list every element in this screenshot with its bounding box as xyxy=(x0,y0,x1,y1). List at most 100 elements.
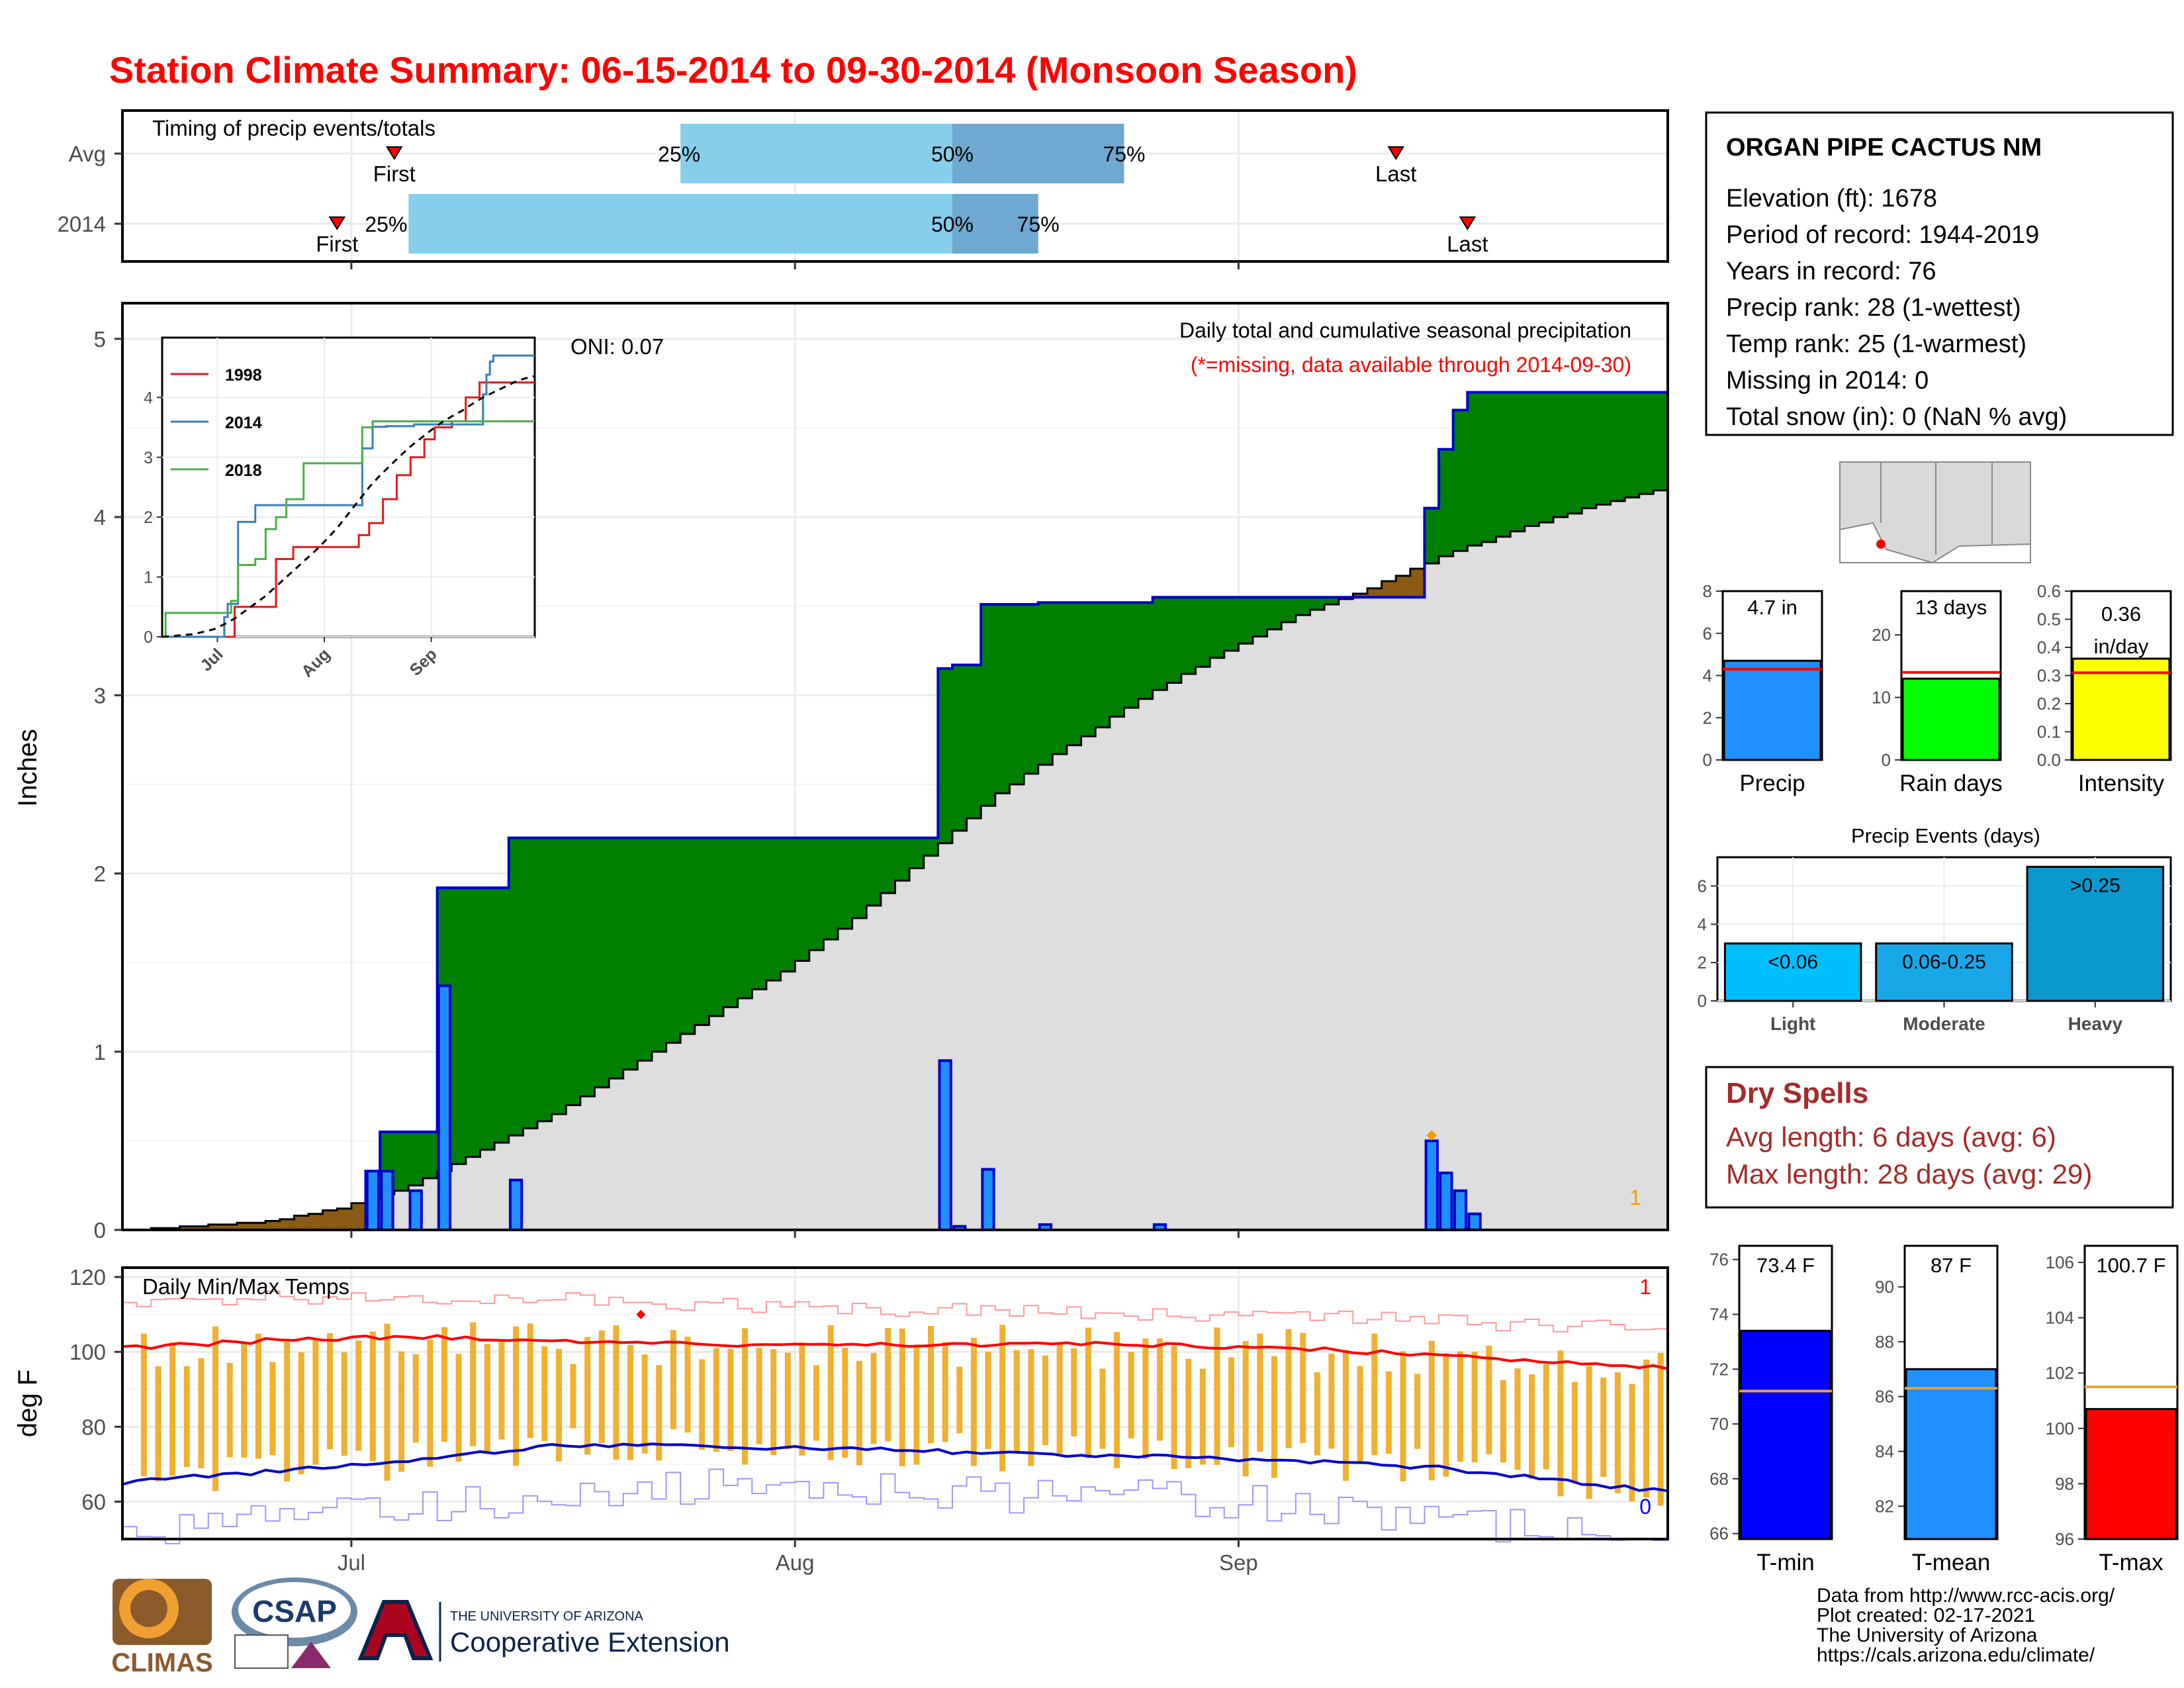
events-category-label: Light xyxy=(1770,1013,1815,1034)
summary-value-unit: in/day xyxy=(2094,635,2149,658)
temp-summary-bar-t-max xyxy=(2085,1408,2177,1540)
daily-temp-bar xyxy=(1357,1366,1363,1462)
timing-p50-label: 50% xyxy=(931,212,974,236)
temp-summary-ytick-label: 104 xyxy=(2046,1308,2074,1328)
above-avg-fill xyxy=(1653,392,1668,491)
daily-temp-bar xyxy=(899,1328,905,1467)
avg-min-line xyxy=(122,1442,1668,1493)
daily-temp-bar xyxy=(484,1344,490,1454)
temp-summary-value-label: 100.7 F xyxy=(2096,1254,2165,1277)
inset-ytick-label: 2 xyxy=(144,508,153,527)
summary-ytick-label: 0 xyxy=(1882,750,1891,770)
daily-temp-bar xyxy=(799,1342,805,1456)
precip-ylabel: Inches xyxy=(13,729,42,807)
station-info-line: Elevation (ft): 1678 xyxy=(1726,185,1937,212)
below-avg-fill xyxy=(1381,581,1396,598)
events-ytick-label: 0 xyxy=(1698,991,1707,1011)
credit-line-3: The University of Arizona xyxy=(1817,1624,2038,1646)
summary-ytick-label: 4 xyxy=(1703,666,1712,686)
below-avg-fill xyxy=(208,1224,223,1230)
daily-temp-bar xyxy=(684,1336,691,1433)
daily-precip-bar xyxy=(408,1189,423,1232)
page-title: Station Climate Summary: 06-15-2014 to 0… xyxy=(109,49,1357,91)
below-avg-fill xyxy=(236,1223,252,1230)
cumulative-2014-line xyxy=(122,391,1668,1231)
daily-temp-bar xyxy=(1228,1357,1235,1448)
inset-line-2018 xyxy=(162,420,535,638)
summary-ytick-label: 20 xyxy=(1872,625,1891,645)
temp-summary-ytick-label: 96 xyxy=(2055,1529,2074,1549)
daily-temp-bar xyxy=(298,1352,304,1475)
daily-temp-bar xyxy=(1242,1340,1249,1477)
above-avg-fill xyxy=(1281,597,1297,622)
daily-temp-bar xyxy=(198,1358,205,1469)
above-avg-fill xyxy=(752,837,767,990)
daily-precip-bar xyxy=(380,1170,394,1231)
daily-temp-bar xyxy=(1013,1350,1020,1454)
above-avg-fill xyxy=(1109,602,1125,717)
daily-temp-bar xyxy=(1529,1374,1535,1479)
events-bar-label: >0.25 xyxy=(2070,874,2120,896)
dry-spells-max: Max length: 28 days (avg: 29) xyxy=(1726,1158,2092,1190)
timing-last-label: Last xyxy=(1447,232,1488,256)
min-record-count: 0 xyxy=(1639,1495,1651,1519)
daily-temp-bar xyxy=(1614,1372,1621,1493)
daily-temp-bar xyxy=(1586,1366,1592,1499)
csap-text: CSAP xyxy=(252,1594,337,1628)
daily-temp-bar xyxy=(942,1342,948,1442)
above-avg-fill xyxy=(1167,597,1182,683)
summary-bar-precip xyxy=(1723,659,1822,761)
daily-temp-bar xyxy=(1343,1350,1349,1481)
events-ytick-label: 2 xyxy=(1698,953,1707,972)
station-dot xyxy=(1876,539,1886,549)
station-info-line: Years in record: 76 xyxy=(1726,258,1936,285)
above-avg-fill xyxy=(1195,597,1210,667)
missing-count: 1 xyxy=(1629,1186,1641,1209)
daily-precip-bar xyxy=(1453,1189,1468,1232)
above-avg-fill xyxy=(1639,392,1654,494)
above-avg-fill xyxy=(423,1131,438,1178)
summary-bar-label: Precip xyxy=(1739,771,1805,796)
daily-temp-bar xyxy=(656,1365,662,1461)
above-avg-fill xyxy=(1152,597,1167,690)
above-avg-fill xyxy=(1238,597,1253,644)
above-avg-fill xyxy=(795,837,810,961)
daily-temp-bar xyxy=(1514,1368,1521,1470)
station-info-line: Missing in 2014: 0 xyxy=(1726,367,1929,395)
inset-line-2014 xyxy=(162,354,535,638)
below-avg-fill xyxy=(179,1226,195,1230)
daily-temp-bar xyxy=(713,1348,719,1452)
daily-temp-bar xyxy=(1543,1364,1549,1470)
max-record-count: 1 xyxy=(1639,1275,1651,1299)
daily-temp-bar xyxy=(885,1327,891,1442)
summary-ytick-label: 0.4 xyxy=(2037,637,2061,657)
summary-bar-rain-days xyxy=(1901,677,2001,761)
above-avg-fill xyxy=(1582,392,1597,508)
daily-temp-bar xyxy=(1028,1349,1034,1466)
daily-temp-bar xyxy=(570,1364,576,1429)
above-avg-fill xyxy=(594,837,610,1088)
above-avg-fill xyxy=(1524,392,1540,526)
timing-p50-label: 50% xyxy=(931,142,974,166)
inset-avg-line xyxy=(161,375,535,638)
above-avg-fill xyxy=(1124,602,1139,708)
daily-temp-bar xyxy=(1328,1353,1335,1449)
daily-temp-bar xyxy=(212,1326,219,1491)
above-avg-fill xyxy=(1324,597,1340,604)
record-max-line xyxy=(122,1290,1668,1333)
daily-temp-bar xyxy=(226,1362,233,1458)
daily-temp-bar xyxy=(1185,1358,1192,1468)
temp-ytick-label: 100 xyxy=(69,1340,106,1364)
temp-summary-ytick-label: 90 xyxy=(1875,1277,1894,1297)
above-avg-fill xyxy=(451,888,467,1164)
above-avg-fill xyxy=(1024,604,1039,774)
below-avg-fill xyxy=(308,1213,324,1230)
daily-temp-bar xyxy=(1443,1353,1449,1477)
above-avg-fill xyxy=(566,837,581,1105)
timing-bar-50-75 xyxy=(952,194,1038,254)
inset-ytick-label: 1 xyxy=(144,569,153,587)
station-info-line: Temp rank: 25 (1-warmest) xyxy=(1726,330,2026,358)
daily-temp-bar xyxy=(1257,1333,1263,1452)
daily-temp-bar xyxy=(169,1342,176,1476)
